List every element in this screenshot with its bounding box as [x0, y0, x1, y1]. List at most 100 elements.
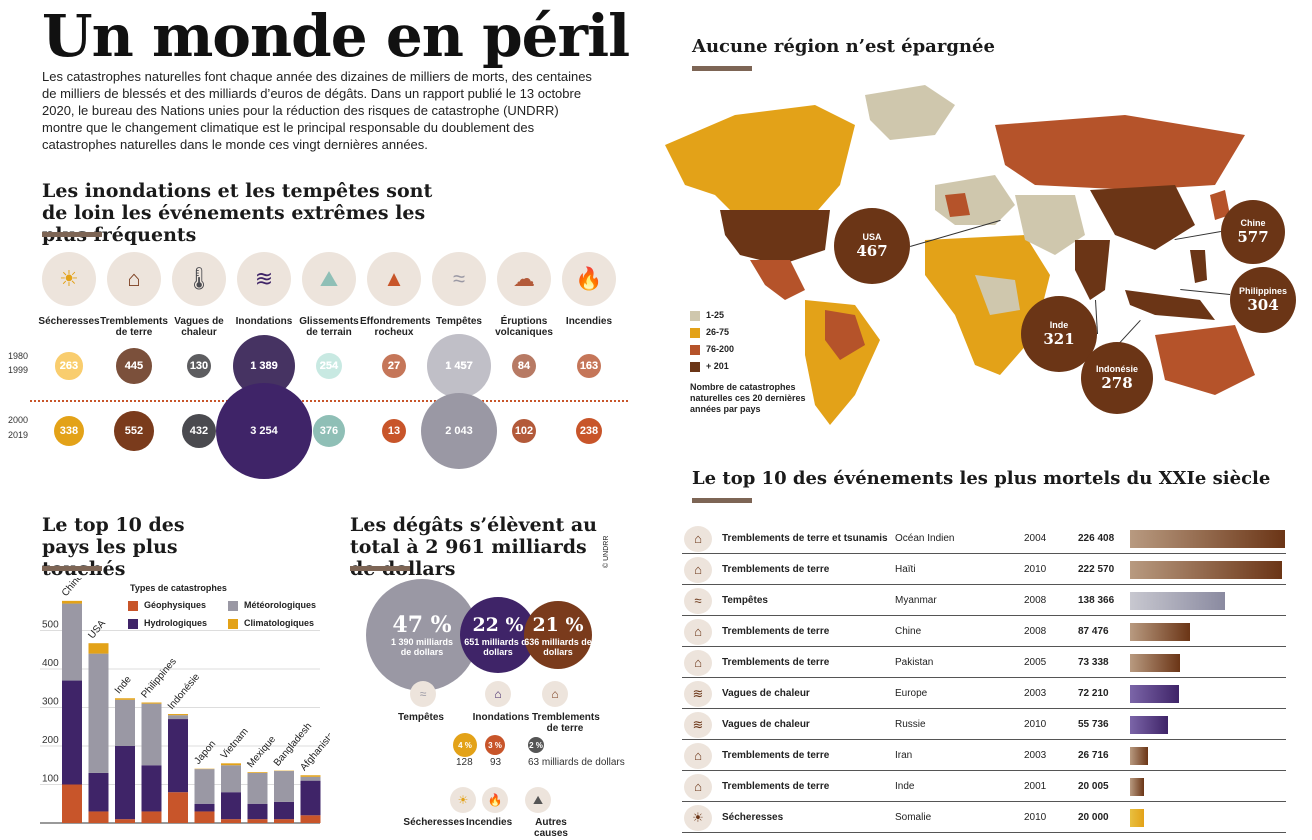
period-divider	[30, 400, 628, 402]
category-label: Tremblements de terre	[100, 316, 168, 338]
countries-underline	[42, 566, 102, 571]
damage-type-icon: ≈	[410, 681, 436, 707]
minor-damage-bubble: 3 %	[485, 735, 505, 755]
bar-segment	[62, 603, 82, 681]
legend-swatch	[690, 310, 700, 321]
bar-segment	[115, 819, 135, 823]
data-bubble: 432	[181, 413, 217, 449]
event-year: 2005	[1024, 657, 1047, 668]
event-deaths: 226 408	[1078, 533, 1115, 544]
minor-type-label: Autres causes	[534, 817, 568, 839]
event-year: 2001	[1024, 781, 1047, 792]
legend-item: Géophysiques	[128, 600, 206, 611]
y-tick-label: 100	[42, 774, 59, 785]
bar-segment	[88, 643, 109, 654]
data-bubble: 13	[382, 419, 406, 443]
bar-segment	[88, 811, 109, 823]
callout-name: Inde	[1049, 320, 1069, 330]
event-icon: ☀	[684, 805, 712, 831]
damage-bubble: 47 % 1 390 milliards de dollars	[366, 579, 478, 691]
data-bubble: 338	[53, 415, 85, 447]
bar-segment	[247, 803, 268, 820]
map-legend-caption: Nombre de catastrophes naturelles ces 20…	[690, 382, 806, 414]
legend-swatch	[690, 327, 700, 338]
bar-segment	[194, 769, 215, 804]
event-place: Haïti	[895, 564, 916, 575]
bar-segment	[221, 763, 241, 766]
bar-segment	[115, 698, 135, 700]
bar-segment	[274, 801, 294, 820]
country-callout: USA 467	[834, 208, 910, 284]
category-label: Éruptions volcaniques	[495, 316, 553, 338]
deadliest-title: Le top 10 des événements les plus mortel…	[692, 468, 1271, 489]
legend-swatch	[228, 618, 238, 629]
damage-type-icon: ⌂	[542, 681, 568, 707]
intro-text: Les catastrophes naturelles font chaque …	[42, 69, 592, 152]
bar-segment	[300, 776, 321, 781]
damage-amount: 651 milliards de dollars	[464, 637, 532, 657]
damage-percent: 21 %	[532, 614, 584, 636]
event-place: Océan Indien	[895, 533, 955, 544]
event-name: Vagues de chaleur	[722, 688, 810, 699]
bar-segment	[141, 702, 162, 704]
event-icon: ⌂	[684, 557, 712, 583]
event-year: 2010	[1024, 564, 1047, 575]
event-year: 2003	[1024, 750, 1047, 761]
bar-segment	[300, 775, 321, 777]
period-label: 2000	[8, 415, 29, 425]
event-name: Tremblements de terre	[722, 781, 830, 792]
minor-type-label: Incendies	[466, 817, 513, 828]
legend-swatch	[690, 344, 700, 355]
tremblements-de-terre-icon: ⌂	[107, 252, 161, 306]
category-label: Inondations	[235, 316, 293, 327]
bar-segment	[274, 771, 294, 802]
event-icon: ≋	[684, 681, 712, 707]
table-row: ≋ Vagues de chaleur Russie 2010 55 736	[682, 710, 1286, 740]
callout-value: 321	[1043, 330, 1075, 348]
death-bar	[1130, 809, 1144, 827]
map-title: Aucune région n’est épargnée	[692, 36, 995, 57]
callout-name: Chine	[1240, 218, 1266, 228]
russia-shape	[995, 115, 1245, 190]
legend-label: 1-25	[706, 310, 725, 320]
event-year: 2003	[1024, 688, 1047, 699]
bar-segment	[247, 819, 268, 823]
bar-segment	[62, 784, 82, 823]
death-bar	[1130, 685, 1180, 703]
callout-name: Philippines	[1238, 286, 1287, 296]
country-callout: Inde 321	[1021, 296, 1097, 372]
bar-segment	[141, 703, 162, 766]
table-row: ⌂ Tremblements de terre Iran 2003 26 716	[682, 741, 1286, 771]
usa-shape	[720, 210, 830, 265]
death-bar	[1130, 561, 1283, 579]
event-deaths: 20 005	[1078, 781, 1109, 792]
legend-item: 26-75	[690, 327, 820, 344]
mexico-shape	[750, 260, 805, 300]
minor-damage-value: 93	[490, 757, 502, 768]
bar-segment	[274, 819, 294, 823]
data-bubble: 130	[187, 354, 211, 378]
event-deaths: 138 366	[1078, 595, 1115, 606]
event-deaths: 222 570	[1078, 564, 1115, 575]
legend-item: Météorologiques	[228, 600, 316, 611]
bar-segment	[168, 714, 188, 716]
event-place: Russie	[895, 719, 926, 730]
event-name: Vagues de chaleur	[722, 719, 810, 730]
india-shape	[1075, 240, 1110, 300]
legend-item: 1-25	[690, 310, 820, 327]
death-bar	[1130, 623, 1190, 641]
callout-value: 577	[1237, 228, 1269, 246]
table-row: ⌂ Tremblements de terre Pakistan 2005 73 338	[682, 648, 1286, 678]
event-icon: ⌂	[684, 743, 712, 769]
bar-segment	[194, 811, 215, 823]
philippines-shape	[1190, 250, 1207, 283]
event-place: Inde	[895, 781, 915, 792]
middle-east-shape	[1015, 195, 1085, 255]
bar-segment	[168, 792, 188, 823]
callout-value: 278	[1101, 374, 1133, 392]
central-africa-shape	[975, 275, 1020, 315]
-ruptions-volcaniques-icon: ☁	[497, 252, 551, 306]
category-label: Glissements de terrain	[299, 316, 359, 338]
bar-segment	[194, 803, 215, 812]
category-label: USA	[86, 618, 108, 641]
